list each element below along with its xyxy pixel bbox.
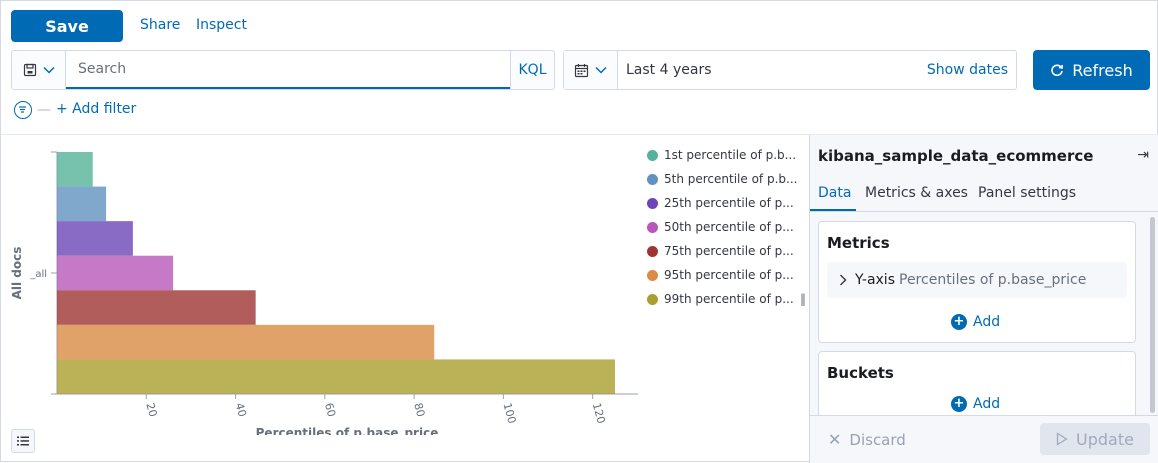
yaxis-label: Y-axis: [855, 272, 895, 288]
x-tick-label: 40: [233, 401, 249, 418]
saved-query-button[interactable]: [12, 51, 66, 89]
yaxis-agg-row[interactable]: Y-axis Percentiles of p.base_price: [827, 262, 1127, 298]
bar-3: [57, 221, 133, 256]
save-query-icon: [23, 63, 36, 77]
discard-label: Discard: [849, 430, 906, 449]
legend-item[interactable]: 25th percentile of p...: [647, 196, 794, 210]
plus-circle-icon: +: [951, 314, 967, 330]
legend-swatch: [647, 197, 658, 209]
bar-5: [57, 290, 256, 325]
list-icon: [17, 436, 29, 446]
refresh-button[interactable]: Refresh: [1033, 50, 1150, 90]
sidebar-scrollbar[interactable]: [1150, 217, 1155, 413]
legend-item[interactable]: 5th percentile of p.b...: [647, 172, 797, 186]
quick-menu-button[interactable]: [564, 51, 618, 89]
add-bucket-button[interactable]: + Add: [951, 396, 1000, 412]
bar-7: [57, 359, 615, 394]
index-pattern-title: kibana_sample_data_ecommerce: [818, 147, 1094, 165]
legend-swatch: [647, 269, 658, 281]
x-tick-label: 120: [590, 401, 608, 425]
legend-label: 25th percentile of p...: [664, 196, 794, 210]
discard-button[interactable]: ✕ Discard: [828, 430, 906, 449]
sidebar-tabs: Data Metrics & axes Panel settings: [810, 179, 1158, 212]
x-tick-label: 80: [411, 401, 427, 418]
tab-panel-settings[interactable]: Panel settings: [978, 185, 1077, 201]
legend-swatch: [647, 173, 658, 185]
chevron-down-icon: [42, 66, 55, 74]
legend-label: 95th percentile of p...: [664, 268, 794, 282]
legend-swatch: [647, 245, 658, 257]
legend-item[interactable]: 50th percentile of p...: [647, 220, 794, 234]
tab-metrics-axes[interactable]: Metrics & axes: [865, 185, 968, 201]
legend-item[interactable]: 1st percentile of p.b...: [647, 148, 796, 162]
legend-swatch: [647, 293, 658, 305]
refresh-label: Refresh: [1072, 60, 1133, 80]
x-tick-label: 60: [322, 401, 338, 418]
share-link[interactable]: Share: [140, 17, 181, 33]
inspect-link[interactable]: Inspect: [196, 17, 247, 33]
legend-swatch: [647, 221, 658, 233]
x-tick-label: 20: [143, 401, 159, 418]
search-input[interactable]: [66, 51, 510, 89]
save-button[interactable]: Save: [11, 10, 123, 42]
update-label: Update: [1076, 429, 1134, 449]
legend-label: 5th percentile of p.b...: [664, 172, 798, 186]
bar-4: [57, 255, 174, 291]
play-icon: [1056, 432, 1068, 446]
legend-item[interactable]: 95th percentile of p...: [647, 268, 794, 282]
chevron-down-icon: [595, 66, 607, 74]
percentiles-bar-chart: 20 40 60 80 100 120 _all Percentiles of p.base_…: [10, 151, 638, 435]
tab-data[interactable]: Data: [818, 185, 852, 201]
active-tab-indicator: [810, 209, 856, 211]
legend-label: 50th percentile of p...: [664, 220, 794, 234]
bar-1: [57, 152, 93, 187]
add-filter-button[interactable]: + Add filter: [56, 101, 137, 117]
bar-2: [57, 186, 107, 222]
legend-item[interactable]: 99th percentile of p...: [647, 292, 794, 306]
calendar-icon: [574, 63, 589, 77]
metrics-title: Metrics: [827, 234, 890, 252]
toggle-legend-button[interactable]: [11, 429, 35, 453]
legend-swatch: [647, 149, 658, 161]
collapse-sidebar-icon[interactable]: ⇥: [1137, 147, 1149, 163]
close-icon: ✕: [828, 430, 842, 449]
chevron-right-icon: [840, 274, 847, 286]
header-divider: [1, 134, 1158, 135]
yaxis-description: Percentiles of p.base_price: [899, 272, 1087, 288]
buckets-title: Buckets: [827, 364, 894, 382]
legend-item[interactable]: 75th percentile of p...: [647, 244, 794, 258]
buckets-panel: Buckets + Add: [818, 351, 1136, 415]
filter-options-icon[interactable]: [14, 101, 32, 119]
add-metric-button[interactable]: + Add: [951, 314, 1000, 330]
date-picker: Last 4 years Show dates: [563, 50, 1017, 90]
metrics-panel: Metrics Y-axis Percentiles of p.base_pri…: [818, 221, 1136, 343]
query-bar: KQL: [11, 50, 555, 90]
legend-label: 99th percentile of p...: [664, 292, 794, 306]
plus-circle-icon: +: [951, 396, 967, 412]
y-axis-title: All docs: [10, 247, 24, 300]
show-dates-link[interactable]: Show dates: [926, 62, 1008, 78]
update-button[interactable]: Update: [1040, 423, 1150, 455]
legend-label: 1st percentile of p.b...: [664, 148, 797, 162]
editor-sidebar: kibana_sample_data_ecommerce ⇥ Data Metr…: [809, 135, 1158, 463]
legend-label: 75th percentile of p...: [664, 244, 794, 258]
add-bucket-label: Add: [973, 396, 1001, 412]
resize-handle[interactable]: ‖: [800, 292, 806, 306]
x-tick-label: 100: [501, 401, 519, 425]
y-category-label: _all: [29, 269, 47, 280]
add-metric-label: Add: [973, 314, 1001, 330]
refresh-icon: [1051, 64, 1064, 77]
kql-button[interactable]: KQL: [510, 51, 554, 89]
bar-6: [57, 324, 435, 360]
filter-separator: —: [37, 102, 51, 118]
date-range-label[interactable]: Last 4 years: [626, 62, 712, 78]
sidebar-footer: ✕ Discard Update: [810, 415, 1158, 463]
x-axis-title: Percentiles of p.base_price: [256, 426, 439, 435]
